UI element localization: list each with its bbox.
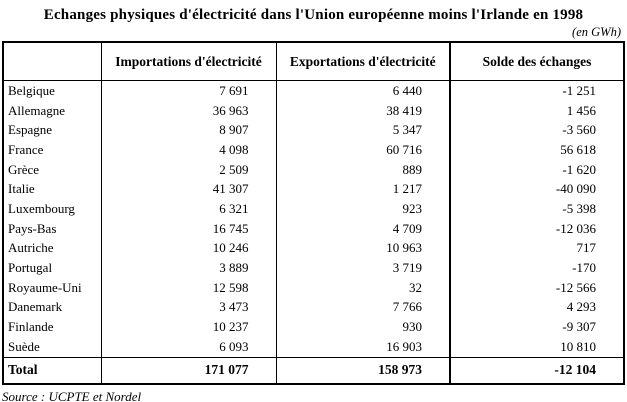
col-header-balance: Solde des échanges — [449, 42, 624, 81]
exports-cell: 923 — [275, 199, 450, 219]
table-row: Pays-Bas 16 745 4 709 -12 036 — [3, 218, 624, 239]
total-balance-cell: -12 104 — [449, 356, 624, 384]
balance-cell: -12 036 — [449, 218, 624, 239]
balance-cell: -9 307 — [449, 317, 624, 337]
page-title: Echanges physiques d'électricité dans l'… — [43, 7, 584, 23]
balance-cell: -1 251 — [449, 80, 624, 101]
country-cell: Portugal — [8, 260, 53, 276]
table-row: Finlande 10 237 930 -9 307 — [3, 317, 624, 337]
balance-cell: 717 — [449, 238, 624, 259]
balance-cell: 10 810 — [449, 336, 624, 358]
table-row: Royaume-Uni 12 598 32 -12 566 — [3, 277, 624, 298]
corner-cell — [3, 42, 101, 81]
balance-cell: 4 293 — [449, 297, 624, 318]
table-row: Luxembourg 6 321 923 -5 398 — [3, 199, 624, 219]
source-note: Source : UCPTE et Nordel — [2, 388, 142, 402]
total-row: Total 171 077 158 973 -12 104 — [3, 356, 624, 384]
imports-cell: 4 098 — [100, 140, 276, 160]
exports-cell: 10 963 — [275, 238, 450, 259]
table-row: Allemagne 36 963 38 419 1 456 — [3, 100, 624, 121]
exports-cell: 889 — [275, 159, 450, 180]
table-row: Portugal 3 889 3 719 -170 — [3, 258, 624, 278]
exports-cell: 930 — [275, 317, 450, 337]
country-cell: Luxembourg — [8, 200, 75, 216]
country-cell: Royaume-Uni — [8, 279, 82, 295]
country-cell: France — [8, 141, 44, 157]
col-header-imports: Importations d'électricité — [100, 42, 276, 81]
imports-cell: 3 889 — [100, 258, 276, 278]
balance-cell: -12 566 — [449, 277, 624, 298]
header-row: Importations d'électricité Exportations … — [3, 42, 624, 81]
balance-cell: -3 560 — [449, 120, 624, 141]
exports-cell: 60 716 — [275, 140, 450, 160]
exports-cell: 5 347 — [275, 120, 450, 141]
table-row: Belgique 7 691 6 440 -1 251 — [3, 80, 624, 101]
country-cell: Pays-Bas — [8, 220, 57, 236]
imports-cell: 12 598 — [100, 277, 276, 298]
country-cell: Espagne — [8, 122, 53, 138]
country-cell: Autriche — [8, 240, 54, 256]
exports-cell: 38 419 — [275, 100, 450, 121]
total-exports-cell: 158 973 — [275, 356, 450, 384]
balance-cell: 56 618 — [449, 140, 624, 160]
exports-cell: 16 903 — [275, 336, 450, 358]
imports-cell: 41 307 — [100, 179, 276, 200]
total-imports-cell: 171 077 — [100, 356, 276, 384]
country-cell: Allemagne — [8, 102, 66, 118]
imports-cell: 7 691 — [100, 80, 276, 101]
country-cell: Italie — [8, 181, 35, 197]
country-cell: Danemark — [8, 299, 63, 315]
imports-cell: 36 963 — [100, 100, 276, 121]
exports-cell: 32 — [275, 277, 450, 298]
balance-cell: -5 398 — [449, 199, 624, 219]
exports-cell: 7 766 — [275, 297, 450, 318]
exports-cell: 6 440 — [275, 80, 450, 101]
table-row: Autriche 10 246 10 963 717 — [3, 238, 624, 259]
exports-cell: 1 217 — [275, 179, 450, 200]
balance-cell: 1 456 — [449, 100, 624, 121]
country-cell: Finlande — [8, 319, 54, 335]
table-row: Grèce 2 509 889 -1 620 — [3, 159, 624, 180]
imports-cell: 8 907 — [100, 120, 276, 141]
table-row: France 4 098 60 716 56 618 — [3, 140, 624, 160]
electricity-exchanges-table: Importations d'électricité Exportations … — [2, 41, 625, 385]
imports-cell: 2 509 — [100, 159, 276, 180]
imports-cell: 10 237 — [100, 317, 276, 337]
imports-cell: 3 473 — [100, 297, 276, 318]
balance-cell: -40 090 — [449, 179, 624, 200]
country-cell: Grèce — [8, 161, 40, 177]
imports-cell: 6 321 — [100, 199, 276, 219]
table-row: Suède 6 093 16 903 10 810 — [3, 336, 624, 358]
balance-cell: -170 — [449, 258, 624, 278]
col-header-exports: Exportations d'électricité — [275, 42, 450, 81]
exports-cell: 3 719 — [275, 258, 450, 278]
imports-cell: 6 093 — [100, 336, 276, 358]
country-cell: Belgique — [8, 82, 55, 98]
balance-cell: -1 620 — [449, 159, 624, 180]
imports-cell: 16 745 — [100, 218, 276, 239]
total-label-cell: Total — [3, 356, 101, 384]
exports-cell: 4 709 — [275, 218, 450, 239]
unit-note: (en GWh) — [572, 25, 621, 39]
table-row: Danemark 3 473 7 766 4 293 — [3, 297, 624, 318]
table-row: Italie 41 307 1 217 -40 090 — [3, 179, 624, 200]
table-row: Espagne 8 907 5 347 -3 560 — [3, 120, 624, 141]
country-cell: Suède — [8, 338, 40, 354]
imports-cell: 10 246 — [100, 238, 276, 259]
